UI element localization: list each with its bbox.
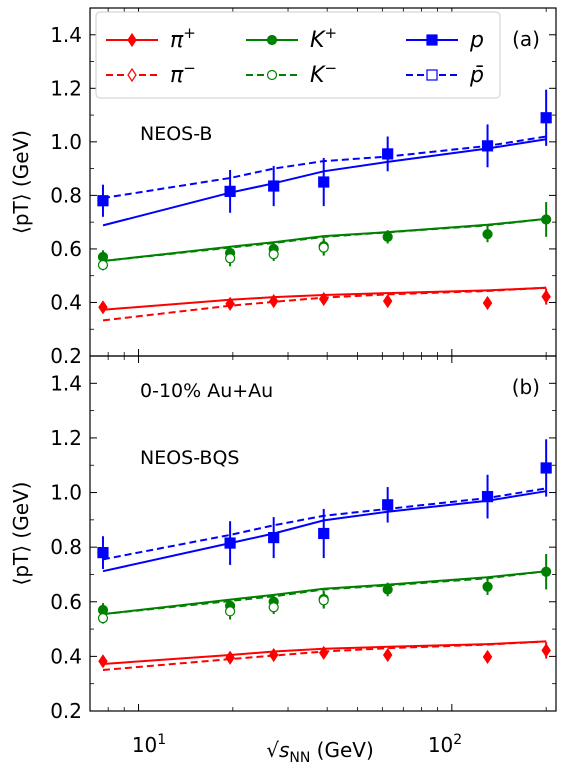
legend-label-base: π — [170, 28, 184, 53]
y-tick-label: 1.2 — [50, 76, 82, 100]
legend-marker — [266, 34, 278, 46]
data-point — [268, 602, 279, 613]
legend-label-sup: + — [183, 24, 196, 42]
plot-frame — [89, 355, 557, 712]
data-point — [318, 291, 329, 307]
panel-label: (b) — [512, 375, 540, 399]
data-point — [224, 537, 236, 549]
data-point — [482, 295, 493, 311]
panel-a: 0.2 0.4 0.6 0.8 1.0 1.2 1.4 ⟨pT⟩ (GeV) (a) NEOS-B… — [9, 7, 557, 368]
legend-marker — [266, 69, 278, 81]
x-axis-label: √sNN (GeV) — [266, 738, 374, 764]
data-point — [268, 180, 280, 192]
x-tick-label-100: 102 — [428, 732, 462, 757]
data-point — [382, 231, 393, 242]
data-point — [382, 294, 393, 309]
data-point — [97, 547, 109, 559]
annotation: NEOS-BQS — [140, 447, 239, 469]
y-tick-label: 0.8 — [50, 535, 82, 559]
y-tick-label: 0.6 — [50, 590, 82, 614]
data-point — [268, 647, 279, 663]
y-tick-label: 0.2 — [50, 344, 82, 368]
data-point — [382, 584, 393, 595]
data-point — [225, 650, 235, 665]
legend-label: p — [469, 28, 484, 53]
y-tick-label: 0.4 — [50, 290, 82, 314]
data-point — [318, 242, 329, 253]
data-point — [268, 249, 279, 260]
legend-box — [95, 11, 501, 99]
data-point — [268, 294, 279, 309]
data-point — [97, 195, 109, 207]
x-tick-label-10: 101 — [132, 732, 166, 757]
y-tick-label: 0.8 — [50, 183, 82, 207]
data-point — [382, 647, 393, 663]
legend-label-sup: − — [324, 59, 337, 77]
annotation: 0-10% Au+Au — [140, 380, 273, 402]
legend-label: π− — [170, 59, 196, 88]
y-tick-label: 1.4 — [50, 371, 82, 395]
panel-label: (a) — [512, 27, 540, 51]
legend-label-base: π — [170, 63, 184, 88]
panel-b: 0.2 0.4 0.6 0.8 1.0 1.2 1.4 ⟨pT⟩ (GeV) (b) 0-10% … — [9, 355, 557, 723]
legend-label-base: p — [469, 28, 484, 53]
y-tick-label: 1.0 — [50, 130, 82, 154]
y-axis-label: ⟨pT⟩ (GeV) — [9, 130, 33, 234]
data-point — [318, 595, 329, 606]
data-point — [382, 499, 394, 511]
legend-label-base: K — [310, 28, 326, 53]
annotation: NEOS-B — [140, 123, 212, 145]
data-point — [541, 214, 552, 225]
data-point — [97, 259, 109, 271]
legend-label: π+ — [170, 24, 196, 53]
y-tick-label: 1.2 — [50, 426, 82, 450]
data-point — [482, 581, 493, 592]
legend-label: p̄ — [469, 63, 484, 88]
y-tick-label: 0.4 — [50, 644, 82, 668]
data-point — [482, 649, 493, 665]
data-point — [481, 491, 494, 503]
data-point — [318, 645, 329, 660]
x-axis-labels: 101 102 √sNN (GeV) — [132, 732, 462, 766]
data-point — [541, 643, 551, 658]
data-point — [224, 253, 236, 264]
data-point — [268, 531, 280, 544]
legend-marker — [127, 67, 137, 83]
y-tick-label: 0.6 — [50, 237, 82, 261]
data-point — [225, 296, 235, 311]
legend-label: K+ — [310, 24, 337, 53]
y-axis-label: ⟨pT⟩ (GeV) — [9, 482, 33, 586]
data-point — [97, 613, 109, 624]
data-point — [540, 462, 552, 474]
data-point — [224, 185, 236, 197]
legend-label-sup: − — [183, 59, 196, 77]
y-tick-label: 1.4 — [50, 23, 82, 47]
data-point — [318, 176, 330, 188]
data-point — [541, 566, 552, 577]
y-tick-label: 1.0 — [50, 481, 82, 505]
data-point — [382, 148, 394, 160]
y-tick-label: 0.2 — [50, 699, 82, 723]
data-point — [482, 229, 493, 240]
legend: π+ K+ pπ− K− p̄ — [95, 11, 501, 99]
data-point — [540, 112, 552, 124]
legend-marker — [127, 32, 137, 48]
legend-label-base: p̄ — [469, 63, 484, 88]
data-point — [98, 300, 108, 315]
data-point — [318, 527, 330, 540]
data-point — [541, 289, 551, 304]
legend-label-base: K — [310, 63, 326, 88]
legend-label-sup: + — [324, 24, 337, 42]
legend-marker — [426, 69, 438, 81]
legend-marker — [426, 34, 438, 46]
data-point — [481, 140, 494, 152]
data-point — [224, 606, 236, 617]
data-point — [98, 654, 108, 669]
legend-label: K− — [310, 59, 337, 88]
